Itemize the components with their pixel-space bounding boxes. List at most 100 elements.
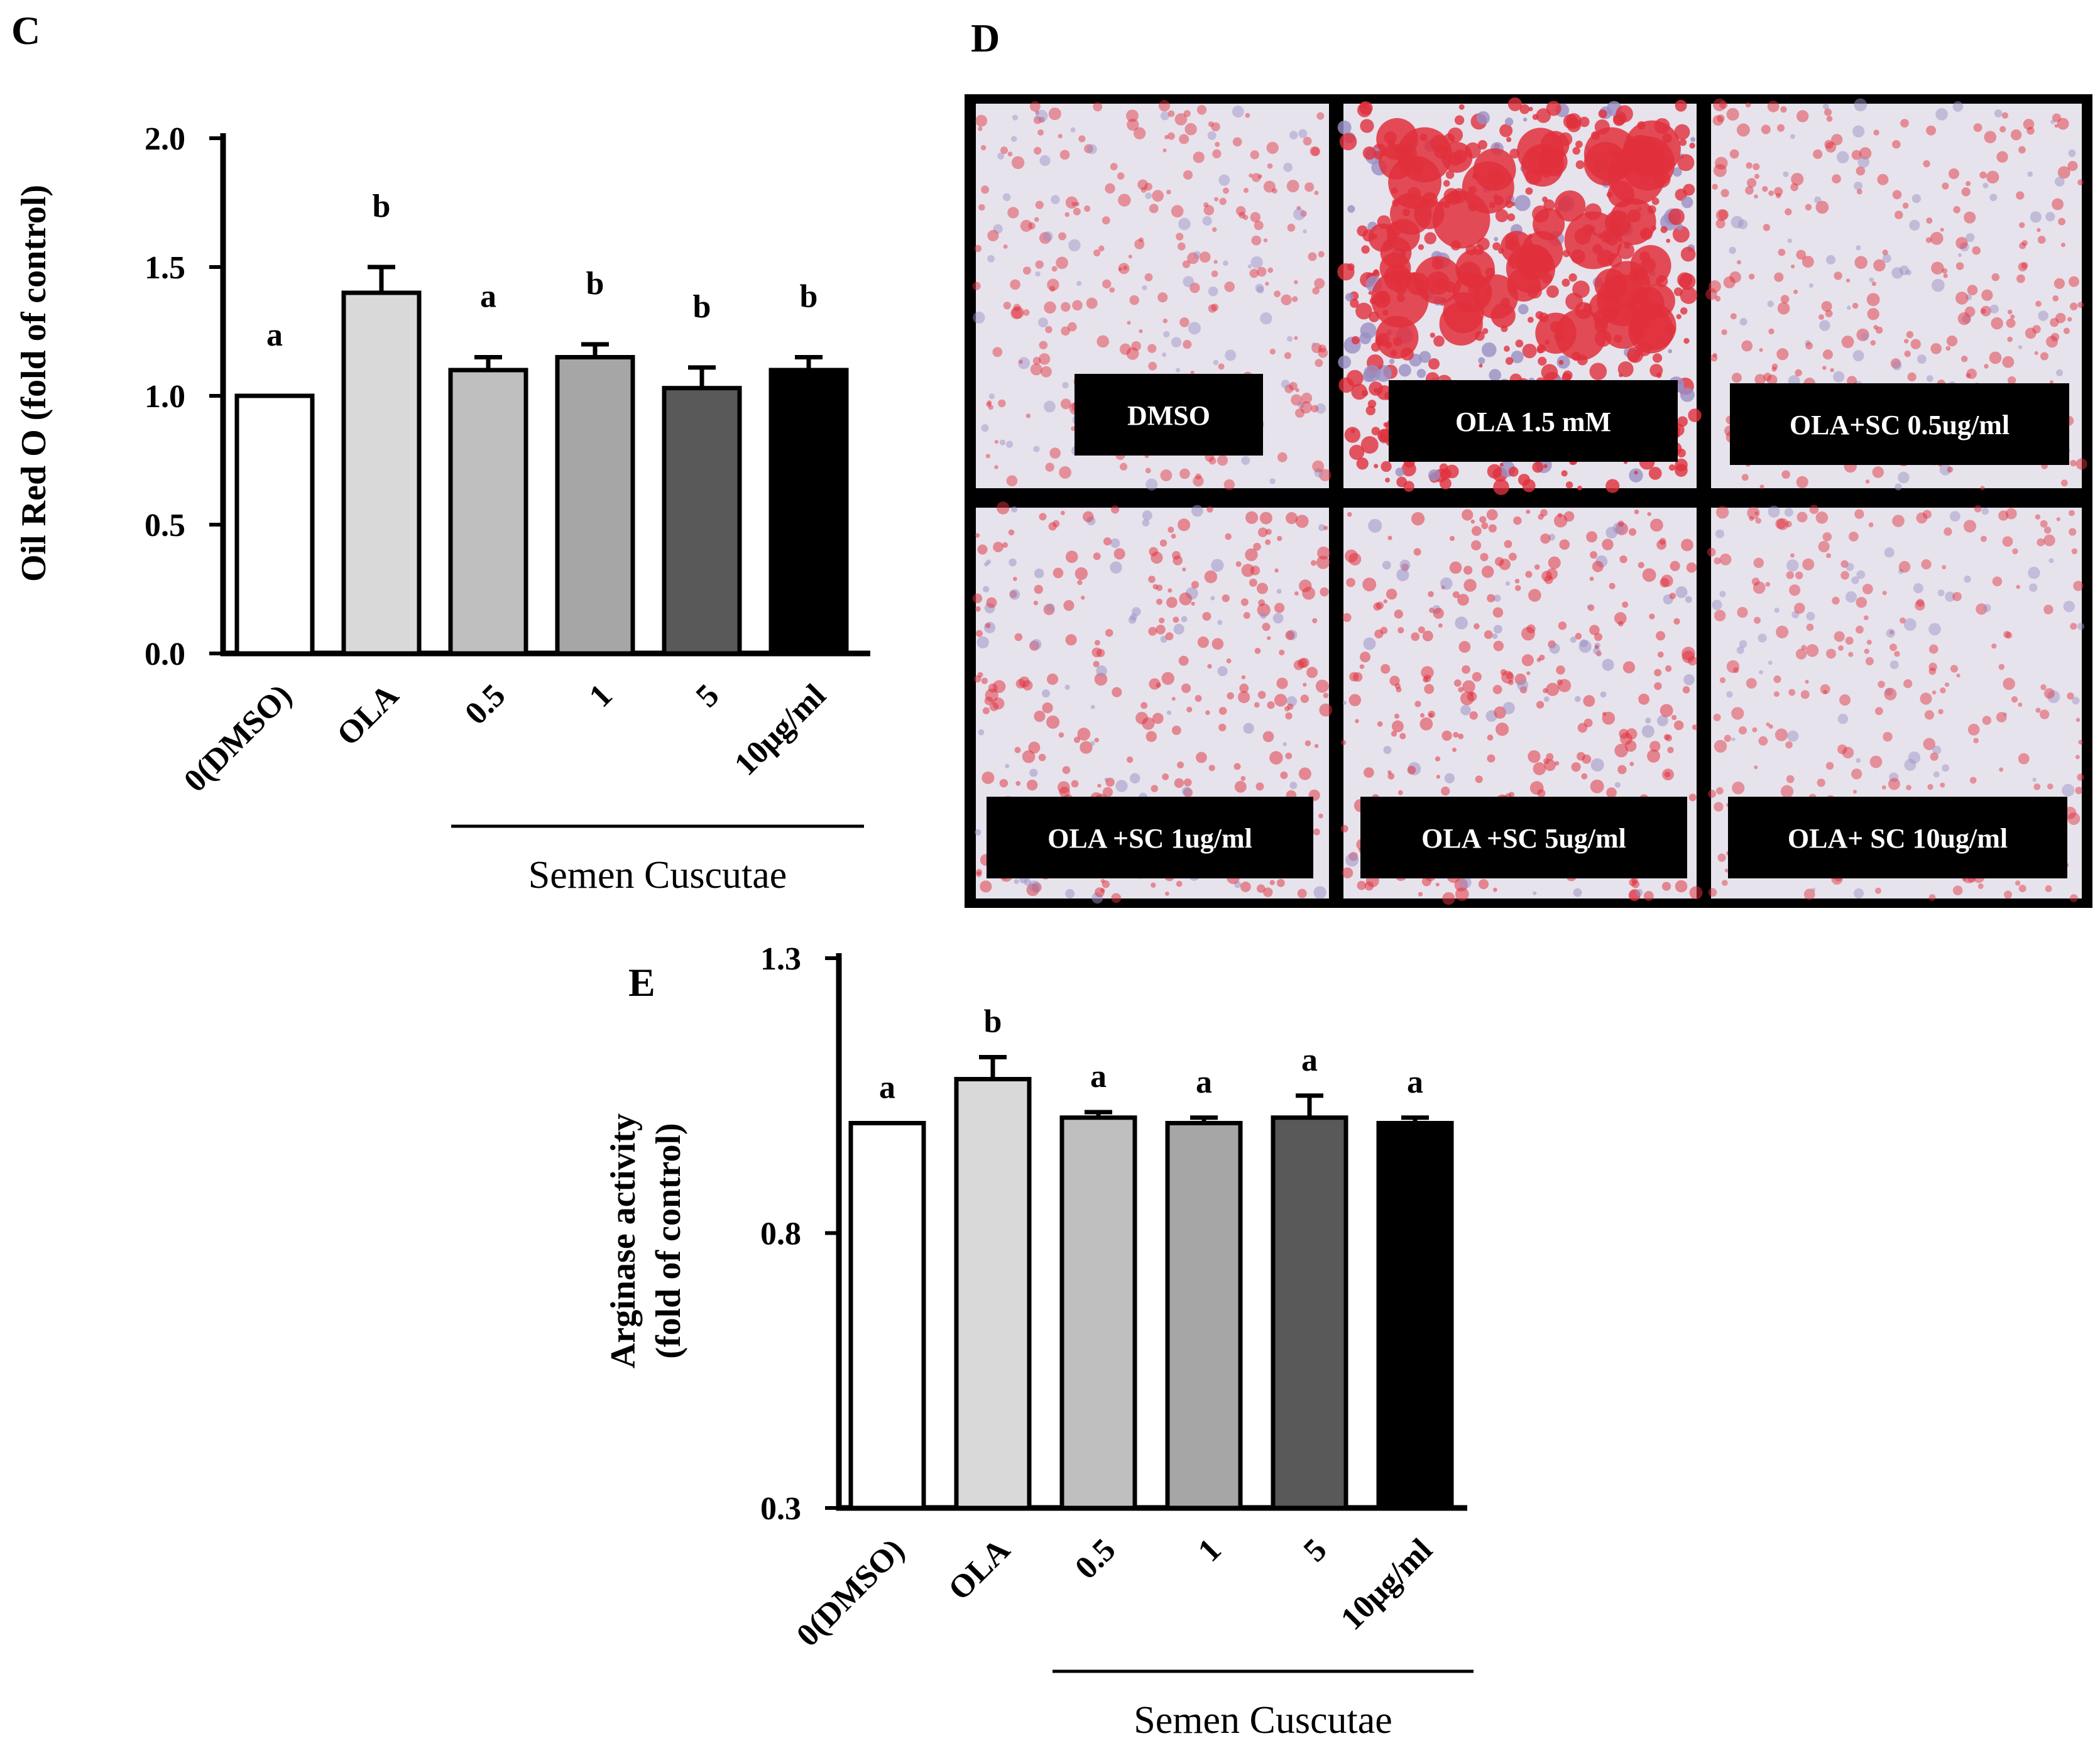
stain-dot	[1752, 727, 1758, 733]
stain-dot	[1007, 207, 1019, 219]
stain-dot	[1250, 150, 1259, 160]
stain-dot	[2070, 459, 2077, 467]
stain-dot	[1966, 373, 1971, 378]
stain-dot	[1898, 471, 1910, 484]
stain-dot	[1680, 287, 1698, 304]
stain-dot	[1019, 676, 1030, 688]
stain-dot	[985, 623, 991, 628]
stain-dot	[1096, 648, 1105, 657]
stain-dot	[1570, 636, 1577, 643]
stain-dot	[1140, 702, 1148, 709]
stain-dot	[1171, 697, 1176, 701]
stain-dot	[1251, 235, 1262, 246]
stain-dot	[1809, 505, 1819, 515]
stain-dot	[1171, 337, 1182, 347]
stain-dot	[1589, 363, 1607, 381]
stain-dot	[1294, 591, 1299, 596]
lipid-droplet	[1426, 271, 1450, 295]
microscopy-image: OLA +SC 1ug/ml	[972, 501, 1333, 904]
stain-dot	[1793, 289, 1798, 295]
stain-dot	[1282, 742, 1287, 746]
stain-dot	[1981, 289, 1993, 301]
stain-dot	[1267, 701, 1275, 709]
stain-dot	[982, 586, 990, 593]
stain-dot	[1767, 101, 1780, 112]
lipid-droplet	[1540, 131, 1570, 160]
stain-dot	[1003, 302, 1012, 310]
stain-dot	[1076, 281, 1082, 287]
stain-dot	[1191, 601, 1195, 606]
stain-dot	[1093, 249, 1101, 257]
stain-dot	[2025, 327, 2037, 339]
stain-dot	[1362, 146, 1376, 160]
stain-dot	[1254, 647, 1261, 654]
stain-dot	[1952, 885, 1963, 895]
stain-dot	[1736, 646, 1744, 654]
stain-dot	[1506, 136, 1512, 143]
stain-dot	[1522, 479, 1536, 493]
stain-dot	[1110, 561, 1122, 574]
stain-dot	[1741, 340, 1753, 352]
stain-dot	[1394, 609, 1403, 619]
stain-dot	[1561, 470, 1568, 477]
stain-dot	[1440, 468, 1452, 480]
stain-dot	[1726, 660, 1740, 674]
stain-dot	[1263, 180, 1276, 193]
lipid-droplet	[1609, 198, 1656, 245]
stain-dot	[1533, 762, 1546, 775]
stain-dot	[1973, 123, 1982, 133]
stain-dot	[1240, 598, 1249, 606]
stain-dot	[1795, 369, 1802, 377]
stain-dot	[1724, 735, 1732, 742]
stain-dot	[1040, 366, 1052, 378]
stain-dot	[1790, 183, 1798, 192]
stain-dot	[1518, 303, 1529, 315]
stain-dot	[1617, 520, 1624, 527]
stain-dot	[1754, 173, 1760, 179]
stain-dot	[1661, 882, 1671, 891]
stain-dot	[1746, 178, 1757, 188]
stain-dot	[1508, 552, 1517, 561]
stain-dot	[2056, 517, 2060, 522]
stain-dot	[1731, 707, 1744, 720]
stain-dot	[1856, 328, 1869, 342]
stain-dot	[1786, 775, 1795, 784]
stain-dot	[1142, 510, 1152, 521]
stain-dot	[1837, 744, 1847, 755]
stain-dot	[1298, 767, 1311, 780]
stain-dot	[1218, 174, 1230, 186]
significance-label: b	[693, 289, 711, 325]
stain-dot	[1462, 665, 1470, 674]
stain-dot	[981, 424, 989, 432]
stain-dot	[1657, 715, 1668, 726]
stain-dot	[1193, 476, 1204, 487]
stain-dot	[1675, 586, 1688, 598]
stain-dot	[988, 683, 998, 693]
stain-dot	[1916, 512, 1928, 524]
stain-dot	[1188, 322, 1201, 335]
stain-dot	[1189, 282, 1200, 293]
stain-dot	[2049, 380, 2054, 385]
stain-dot	[1166, 597, 1178, 608]
stain-dot	[1184, 123, 1197, 136]
stain-dot	[1344, 427, 1361, 443]
y-tick-label: 1.3	[760, 941, 801, 977]
stain-dot	[1034, 568, 1044, 579]
stain-dot	[1452, 747, 1457, 752]
stain-dot	[1961, 187, 1971, 197]
stain-dot	[1573, 888, 1582, 897]
stain-dot	[1966, 368, 1977, 380]
stain-dot	[1048, 107, 1061, 121]
stain-dot	[1505, 357, 1514, 365]
significance-label: a	[1301, 1042, 1318, 1078]
stain-dot	[1692, 724, 1698, 730]
stain-dot	[1723, 276, 1736, 288]
stain-dot	[994, 465, 998, 469]
stain-dot	[1955, 292, 1969, 305]
stain-dot	[1008, 529, 1015, 536]
stain-dot	[1499, 124, 1513, 138]
stain-dot	[1139, 329, 1143, 334]
stain-dot	[1289, 782, 1298, 789]
stain-dot	[1540, 509, 1548, 517]
stain-dot	[1961, 355, 1968, 363]
